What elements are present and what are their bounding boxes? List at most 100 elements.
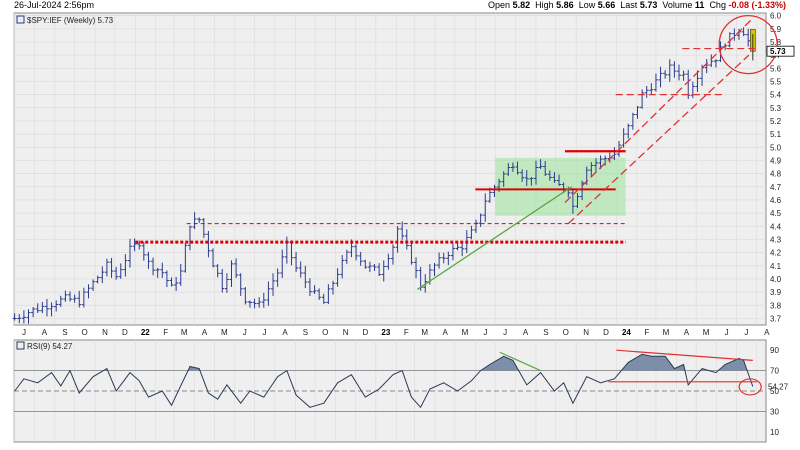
year-tick-label: 22: [141, 328, 150, 337]
rsi-last-value-label: 54.27: [768, 383, 789, 392]
high-value: 5.86: [556, 0, 574, 10]
month-tick-label: J: [725, 328, 729, 337]
quote-summary: Open 5.82 High 5.86 Low 5.66 Last 5.73 V…: [488, 0, 786, 11]
month-tick-label: S: [303, 328, 308, 337]
month-tick-label: N: [343, 328, 349, 337]
chg-label: Chg: [709, 0, 726, 10]
low-value: 5.66: [597, 0, 616, 10]
rsi-line: [14, 353, 754, 409]
price-y-tick-label: 4.2: [770, 249, 782, 258]
price-y-tick-label: 5.0: [770, 143, 782, 152]
price-y-tick-label: 5.4: [770, 91, 782, 100]
month-tick-label: M: [221, 328, 228, 337]
month-tick-label: M: [462, 328, 469, 337]
low-label: Low: [578, 0, 596, 10]
price-y-tick-label: 4.9: [770, 156, 782, 165]
price-y-tick-label: 5.3: [770, 104, 782, 113]
month-tick-label: A: [442, 328, 448, 337]
volume-label: Volume: [662, 0, 693, 10]
month-tick-label: A: [282, 328, 288, 337]
green-trendline: [416, 186, 572, 290]
price-y-tick-label: 3.9: [770, 288, 782, 297]
price-y-tick-label: 5.8: [770, 38, 782, 47]
last-value-badge: [766, 45, 795, 57]
price-y-tick-label: 5.5: [770, 77, 782, 86]
month-tick-label: J: [744, 328, 748, 337]
price-y-tick-label: 4.5: [770, 209, 782, 218]
rsi-y-tick-label: 50: [770, 387, 779, 396]
month-tick-label: A: [42, 328, 48, 337]
month-tick-label: O: [82, 328, 88, 337]
rsi-overbought-fill: [14, 354, 753, 371]
month-tick-label: F: [163, 328, 168, 337]
open-value: 5.82: [512, 0, 531, 10]
chg-value: -0.08 (-1.33%): [728, 0, 786, 10]
rsi-legend-swatch: [16, 341, 25, 350]
month-tick-label: A: [684, 328, 690, 337]
highlight-circle-price: [718, 14, 778, 75]
consolidation-box: [495, 157, 626, 216]
price-y-tick-label: 4.8: [770, 170, 782, 179]
year-tick-label: 23: [381, 328, 390, 337]
month-tick-label: A: [523, 328, 529, 337]
month-tick-label: S: [62, 328, 67, 337]
month-tick-label: F: [644, 328, 649, 337]
month-tick-label: M: [703, 328, 710, 337]
year-tick-label: 24: [622, 328, 631, 337]
month-tick-label: S: [543, 328, 548, 337]
price-y-tick-label: 4.4: [770, 222, 782, 231]
price-y-tick-label: 4.1: [770, 262, 782, 271]
price-y-tick-label: 5.6: [770, 64, 782, 73]
price-y-tick-label: 5.2: [770, 117, 782, 126]
month-tick-label: O: [322, 328, 328, 337]
price-bars: [12, 27, 756, 324]
month-tick-label: F: [404, 328, 409, 337]
month-tick-label: J: [483, 328, 487, 337]
last-value-badge-text: 5.73: [770, 47, 786, 56]
last-value: 5.73: [639, 0, 658, 10]
month-tick-label: N: [102, 328, 108, 337]
month-tick-label: O: [563, 328, 569, 337]
price-y-tick-label: 4.7: [770, 183, 782, 192]
month-tick-label: J: [22, 328, 26, 337]
month-tick-label: D: [603, 328, 609, 337]
rsi-y-tick-label: 70: [770, 367, 779, 376]
open-label: Open: [488, 0, 511, 10]
month-tick-label: J: [263, 328, 267, 337]
price-y-tick-label: 5.9: [770, 25, 782, 34]
rsi-y-tick-label: 90: [770, 346, 779, 355]
month-tick-label: M: [421, 328, 428, 337]
rsi-oversold-fill: [14, 411, 753, 412]
month-tick-label: D: [122, 328, 128, 337]
month-tick-label: A: [202, 328, 208, 337]
price-y-tick-label: 4.6: [770, 196, 782, 205]
price-y-tick-label: 3.8: [770, 301, 782, 310]
volume-value: 11: [694, 0, 705, 10]
month-tick-label: A: [764, 328, 770, 337]
price-y-tick-label: 6.0: [770, 12, 782, 21]
month-tick-label: M: [663, 328, 670, 337]
high-label: High: [535, 0, 554, 10]
rsi-y-tick-label: 10: [770, 428, 779, 437]
month-tick-label: M: [181, 328, 188, 337]
rsi-green-divergence-line: [499, 351, 541, 372]
price-y-tick-label: 4.0: [770, 275, 782, 284]
channel-lower-line: [567, 54, 750, 225]
chart-datetime: 26-Jul-2024 2:56pm: [14, 0, 95, 10]
price-legend-swatch: [16, 15, 25, 24]
price-y-tick-label: 5.1: [770, 130, 782, 139]
price-y-tick-label: 3.7: [770, 314, 782, 323]
month-tick-label: J: [503, 328, 507, 337]
month-tick-label: J: [243, 328, 247, 337]
rsi-top-red-line: [616, 349, 753, 361]
price-y-tick-label: 4.3: [770, 235, 782, 244]
month-tick-label: N: [583, 328, 589, 337]
price-panel: [13, 12, 767, 326]
last-label: Last: [620, 0, 638, 10]
rsi-legend: RSI(9) 54.27: [27, 342, 73, 351]
price-legend: $SPY:IEF (Weekly) 5.73: [27, 16, 114, 25]
channel-upper-line: [564, 17, 754, 204]
rsi-y-tick-label: 30: [770, 407, 779, 416]
highlight-circle-rsi: [738, 378, 762, 396]
